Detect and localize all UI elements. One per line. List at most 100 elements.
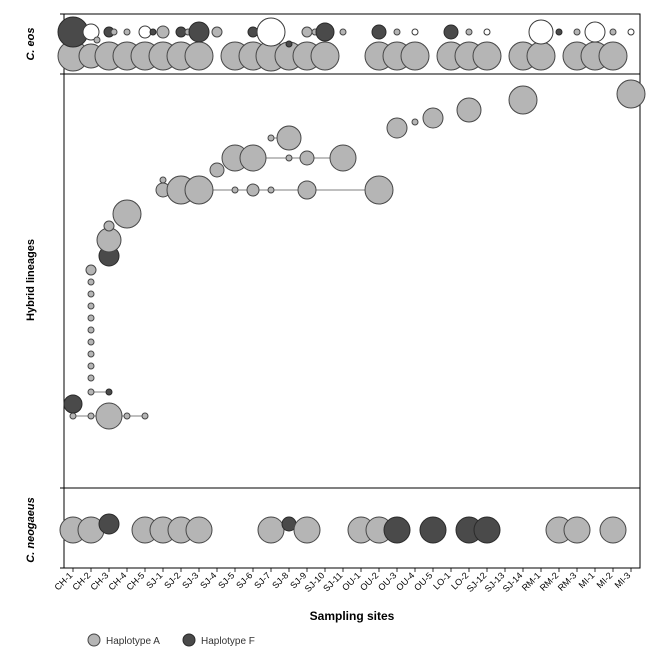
bubble-A <box>401 42 429 70</box>
bubble-A <box>88 303 94 309</box>
bubble-F <box>556 29 562 35</box>
bubble-A <box>298 181 316 199</box>
x-tick-label: SJ-14 <box>501 570 525 594</box>
x-tick-label: OU-1 <box>340 570 362 592</box>
bubble-A <box>88 375 94 381</box>
bubble-A <box>97 228 121 252</box>
bubble-A <box>286 155 292 161</box>
bubble-A <box>104 221 114 231</box>
bubble-F <box>64 395 82 413</box>
x-tick-label: LO-1 <box>431 570 452 591</box>
x-tick-label: CH-5 <box>124 570 146 592</box>
x-tick-label: CH-2 <box>70 570 92 592</box>
bubble-F <box>150 29 156 35</box>
bubble-A <box>473 42 501 70</box>
bubble-A <box>185 42 213 70</box>
bubble-A <box>617 80 645 108</box>
bubble-A <box>412 119 418 125</box>
bubble-A <box>212 27 222 37</box>
bubble-A <box>294 517 320 543</box>
x-tick-label: SJ-2 <box>162 570 182 590</box>
bubble-open <box>257 18 285 46</box>
bubble-F <box>106 389 112 395</box>
bubble-A <box>88 413 94 419</box>
bubble-A <box>88 291 94 297</box>
bubble-F <box>189 22 209 42</box>
bubble-A <box>157 26 169 38</box>
legend-swatch <box>88 634 100 646</box>
x-tick-label: CH-3 <box>88 570 110 592</box>
bubble-A <box>185 176 213 204</box>
bubble-A <box>457 98 481 122</box>
bubble-A <box>330 145 356 171</box>
bubble-open <box>484 29 490 35</box>
x-tick-label: SJ-4 <box>198 570 218 590</box>
bubble-A <box>94 37 100 43</box>
bubble-A <box>70 413 76 419</box>
bubble-F <box>99 514 119 534</box>
bubble-A <box>210 163 224 177</box>
bubble-A <box>277 126 301 150</box>
bubble-A <box>423 108 443 128</box>
x-tick-label: RM-1 <box>520 570 543 593</box>
x-tick-label: OU-5 <box>412 570 434 592</box>
bubble-A <box>340 29 346 35</box>
bubble-A <box>124 29 130 35</box>
bubble-A <box>232 187 238 193</box>
bubble-open <box>412 29 418 35</box>
bubble-open <box>139 26 151 38</box>
x-tick-label: RM-2 <box>538 570 561 593</box>
bubble-A <box>387 118 407 138</box>
bubble-A <box>96 403 122 429</box>
bubble-F <box>420 517 446 543</box>
bubble-A <box>88 279 94 285</box>
x-tick-label: SJ-3 <box>180 570 200 590</box>
x-tick-label: SJ-6 <box>234 570 254 590</box>
x-tick-label: OU-4 <box>394 570 416 592</box>
x-tick-label: RM-3 <box>556 570 579 593</box>
legend-label: Haplotype A <box>106 636 160 647</box>
bubble-A <box>302 27 312 37</box>
bubble-A <box>113 200 141 228</box>
bubble-A <box>111 29 117 35</box>
bubble-A <box>142 413 148 419</box>
bubble-A <box>564 517 590 543</box>
bubble-A <box>509 86 537 114</box>
bubble-open <box>628 29 634 35</box>
x-tick-label: MI-2 <box>595 570 615 590</box>
eos-layer <box>58 17 634 71</box>
bubble-F <box>372 25 386 39</box>
bubble-A <box>247 184 259 196</box>
bubble-A <box>599 42 627 70</box>
bubble-A <box>527 42 555 70</box>
x-tick-label: OU-2 <box>358 570 380 592</box>
bubble-chart: C. neogaeusHybrid lineagesC. eosCH-1CH-2… <box>0 0 660 658</box>
bubble-F <box>286 41 292 47</box>
bubble-A <box>186 517 212 543</box>
bubble-F <box>316 23 334 41</box>
row-label: C. neogaeus <box>25 497 37 562</box>
x-tick-label: SJ-7 <box>252 570 272 590</box>
legend-label: Haplotype F <box>201 636 255 647</box>
bubble-A <box>88 315 94 321</box>
x-tick-label: SJ-11 <box>321 570 344 593</box>
x-tick-label: MI-3 <box>613 570 633 590</box>
bubble-A <box>394 29 400 35</box>
bubble-A <box>88 327 94 333</box>
x-tick-label: MI-1 <box>577 570 597 590</box>
x-tick-label: OU-3 <box>376 570 398 592</box>
bubble-A <box>88 363 94 369</box>
bubble-A <box>160 177 166 183</box>
bubble-A <box>574 29 580 35</box>
bubble-A <box>88 389 94 395</box>
bubble-A <box>466 29 472 35</box>
neogaeus-layer <box>60 514 626 543</box>
bubble-A <box>88 351 94 357</box>
bubble-open <box>585 22 605 42</box>
bubble-A <box>240 145 266 171</box>
bubble-A <box>610 29 616 35</box>
legend: Haplotype A Haplotype F <box>88 634 255 647</box>
x-tick-label: SJ-5 <box>216 570 236 590</box>
x-tick-label: SJ-10 <box>303 570 327 594</box>
bubble-open <box>529 20 553 44</box>
